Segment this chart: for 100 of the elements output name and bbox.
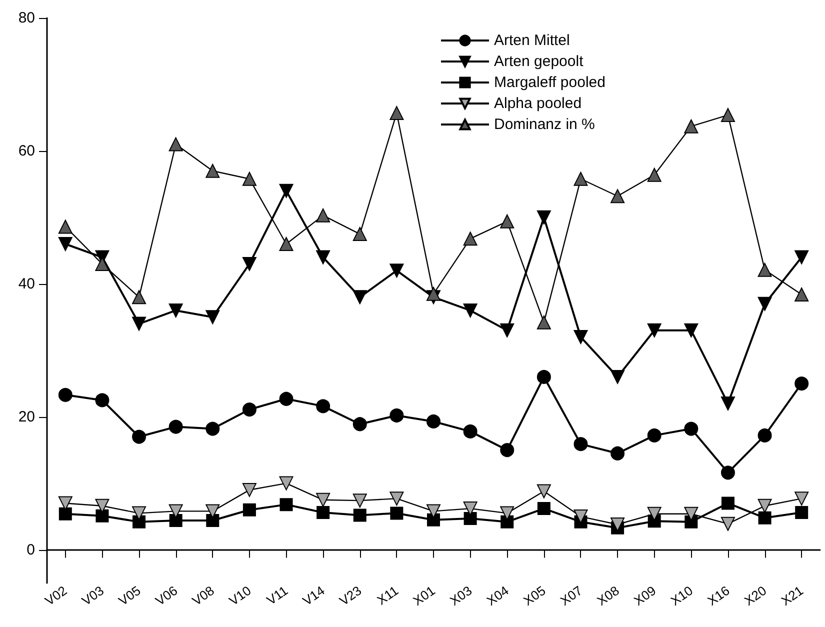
point: [352, 227, 367, 242]
point: [536, 315, 551, 330]
point: [684, 323, 698, 338]
point: [610, 518, 625, 532]
point: [242, 256, 256, 271]
point: [316, 250, 330, 264]
point: [390, 408, 404, 422]
point: [427, 513, 440, 526]
point: [58, 388, 72, 402]
x-tick-label: V06: [152, 582, 180, 608]
x-tick-label: V11: [264, 582, 291, 608]
point: [758, 262, 772, 277]
point: [279, 237, 294, 251]
point: [537, 502, 550, 516]
point: [279, 184, 294, 198]
point: [500, 443, 514, 458]
point: [720, 466, 735, 480]
point: [795, 506, 808, 520]
y-tick-label: 80: [18, 10, 35, 26]
point: [426, 504, 440, 518]
point: [390, 106, 404, 120]
point: [463, 502, 478, 516]
x-tick-label: X10: [668, 582, 696, 608]
point: [536, 210, 551, 224]
point: [720, 396, 735, 411]
point: [758, 511, 772, 524]
point: [463, 232, 478, 246]
x-tick-label: X11: [374, 582, 401, 608]
point: [720, 108, 735, 122]
point: [610, 189, 625, 204]
point: [684, 422, 698, 436]
point: [794, 376, 809, 391]
point: [426, 286, 440, 301]
point: [242, 402, 256, 417]
point: [574, 437, 588, 452]
point: [574, 330, 588, 344]
point: [206, 164, 220, 178]
point: [574, 172, 588, 186]
x-tick-label: X01: [410, 582, 438, 608]
x-tick-label: X07: [557, 582, 586, 608]
point: [463, 424, 478, 438]
point: [279, 476, 294, 490]
x-tick-label: X08: [594, 582, 622, 608]
y-tick-label: 60: [18, 142, 35, 160]
x-tick-label: V10: [226, 582, 254, 608]
point: [610, 370, 625, 384]
point: [168, 504, 183, 518]
legend-label: Dominanz in %: [494, 116, 595, 133]
point: [390, 264, 404, 278]
point: [500, 323, 514, 338]
point: [132, 430, 146, 444]
point: [132, 290, 146, 304]
point: [316, 399, 330, 414]
point: [132, 515, 146, 528]
point: [684, 506, 698, 521]
point: [794, 288, 809, 302]
x-tick-label: X21: [778, 582, 806, 608]
x-tick-label: X03: [447, 582, 475, 608]
point: [464, 512, 477, 526]
point: [168, 420, 183, 434]
point: [280, 498, 293, 512]
point: [500, 506, 514, 520]
point: [352, 494, 367, 508]
y-tick-label: 20: [18, 408, 35, 426]
point: [720, 516, 735, 531]
point: [390, 506, 404, 520]
x-tick-label: V05: [116, 582, 144, 608]
legend-label: Arten Mittel: [494, 32, 570, 49]
point: [95, 393, 110, 408]
x-tick-label: X04: [484, 582, 512, 608]
legend-label: Arten gepoolt: [494, 53, 584, 70]
point: [242, 172, 256, 186]
x-tick-label: X16: [704, 582, 732, 608]
point: [95, 498, 110, 513]
point: [500, 214, 514, 228]
y-tick-label: 40: [18, 275, 35, 292]
point: [794, 250, 809, 264]
x-tick-label: V03: [78, 582, 107, 608]
point: [610, 446, 625, 460]
x-tick-label: V14: [300, 582, 328, 608]
legend-label: Margaleff pooled: [494, 74, 606, 91]
point: [58, 507, 72, 520]
x-tick-label: X20: [742, 582, 770, 608]
point: [647, 323, 662, 338]
x-tick-label: V23: [336, 582, 364, 608]
point: [132, 316, 146, 331]
point: [390, 492, 404, 506]
x-tick-label: X05: [520, 582, 548, 608]
point: [168, 303, 183, 318]
point: [95, 256, 110, 271]
point: [242, 503, 256, 516]
point: [352, 290, 367, 304]
point: [758, 296, 772, 311]
point: [58, 237, 72, 251]
point: [758, 428, 772, 442]
point: [279, 392, 294, 406]
point: [58, 220, 72, 234]
point: [206, 422, 220, 436]
point: [574, 510, 588, 524]
point: [242, 482, 256, 497]
